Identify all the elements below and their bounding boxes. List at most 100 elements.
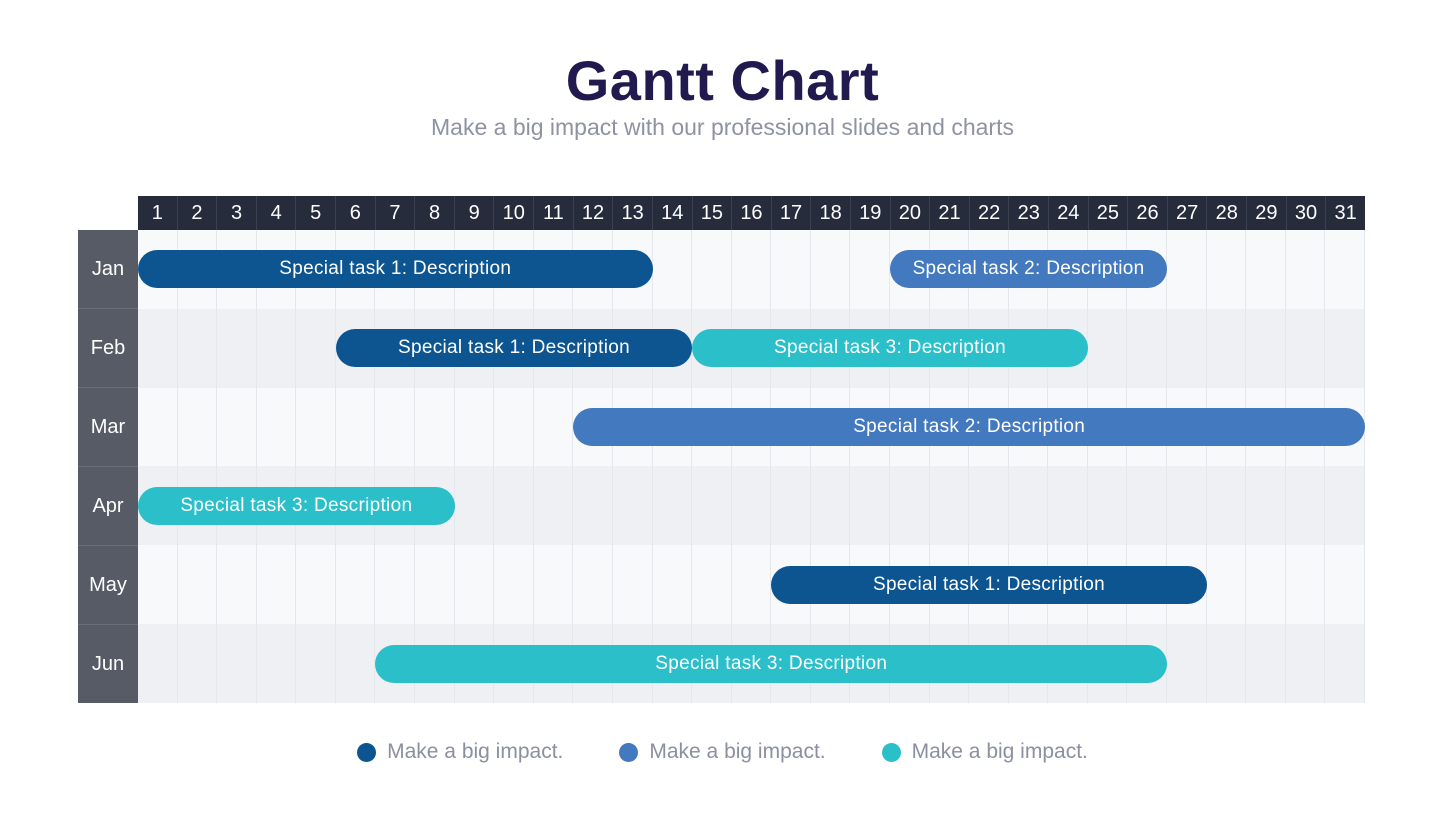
day-header-cell: 26 [1127, 196, 1167, 230]
day-header-cell: 30 [1285, 196, 1326, 230]
day-header-cell: 25 [1087, 196, 1128, 230]
day-header-cell: 17 [770, 196, 811, 230]
grid-cell [1325, 624, 1365, 703]
grid-cell [257, 387, 297, 467]
grid-cell [296, 545, 336, 625]
grid-cell [1286, 466, 1326, 546]
day-header-cell: 6 [335, 196, 375, 230]
legend-item-task2: Make a big impact. [619, 740, 826, 764]
day-header-cell: 20 [889, 196, 930, 230]
day-header-cell: 24 [1048, 196, 1088, 230]
task-bar-task1: Special task 1: Description [138, 250, 653, 289]
grid-cell [1325, 230, 1365, 309]
grid-cell [178, 624, 218, 703]
grid-cell [1246, 230, 1286, 309]
grid-cell [732, 545, 772, 625]
grid-cell [692, 545, 732, 625]
gantt-row-may: Special task 1: Description [138, 545, 1365, 625]
day-header-cell: 21 [929, 196, 969, 230]
day-header-cell: 3 [216, 196, 256, 230]
day-header-row: 1 2 3 4 5 6 7 8 9 10 11 12 13 14 15 16 17 18 19 20 21 22 23 24 2… [138, 196, 1365, 230]
grid-cell [494, 466, 534, 546]
day-header-cell: 7 [374, 196, 415, 230]
legend-dot-icon [357, 742, 377, 762]
gantt-chart: 1 2 3 4 5 6 7 8 9 10 11 12 13 14 15 16 17 18 19 20 21 22 23 24 2… [78, 196, 1365, 703]
grid-cell [850, 230, 890, 309]
grid-cell [771, 230, 811, 309]
day-header-cell: 15 [691, 196, 732, 230]
grid-cell [1167, 466, 1207, 546]
grid-cell [1286, 308, 1326, 388]
gantt-row-mar: Special task 2: Description [138, 387, 1365, 467]
month-label: Apr [78, 466, 138, 545]
grid-cell [1167, 230, 1207, 309]
grid-cell [494, 387, 534, 467]
grid-cell [1167, 308, 1207, 388]
grid-cell [573, 466, 613, 546]
grid-cell [1325, 308, 1365, 388]
grid-cell [1127, 308, 1168, 388]
grid-cell [1207, 466, 1247, 546]
month-label: May [78, 545, 138, 624]
day-header-cell: 1 [151, 201, 163, 224]
grid-cell [415, 387, 455, 467]
month-label: Mar [78, 387, 138, 466]
grid-cell [1088, 466, 1128, 546]
day-header-cell: 22 [968, 196, 1009, 230]
month-label: Jan [91, 257, 125, 280]
grid-cell [613, 545, 653, 625]
grid-cell [375, 387, 416, 467]
grid-cell [494, 545, 534, 625]
legend-item-task3: Make a big impact. [881, 740, 1088, 764]
grid-cell [811, 230, 851, 309]
month-label: Feb [78, 308, 138, 387]
legend-label: Make a big impact. [911, 740, 1088, 763]
grid-cell [930, 466, 970, 546]
grid-cell [296, 308, 336, 388]
gantt-row-feb: Special task 1: Description Special task … [138, 308, 1365, 388]
grid-cell [296, 387, 336, 467]
grid-cell [534, 545, 574, 625]
grid-cell [1286, 545, 1326, 625]
grid-cell [732, 466, 772, 546]
legend-dot-icon [619, 742, 639, 762]
grid-cell [415, 545, 455, 625]
grid-cell [1207, 624, 1247, 703]
day-header-cell: 4 [255, 196, 296, 230]
grid-cell [1246, 545, 1286, 625]
day-header-cell: 11 [533, 196, 573, 230]
grid-cell [1246, 308, 1286, 388]
gantt-row-jun: Special task 3: Description [138, 624, 1365, 703]
grid-cell [455, 545, 495, 625]
grid-cell [850, 466, 890, 546]
grid-cell [1207, 230, 1247, 309]
task-bar-task1: Special task 1: Description [335, 329, 693, 368]
task-bar-task1: Special task 1: Description [771, 565, 1207, 604]
grid-cell [178, 308, 218, 388]
grid-cell [178, 545, 218, 625]
legend-dot-icon [881, 742, 901, 762]
grid-cell [296, 624, 336, 703]
day-header-cell: 12 [572, 196, 613, 230]
grid-cell [1009, 466, 1049, 546]
grid-cell [1207, 545, 1247, 625]
grid-cell [1048, 466, 1088, 546]
grid-cell [1246, 466, 1286, 546]
page-title: Gantt Chart [565, 49, 880, 112]
grid-cell [534, 387, 574, 467]
day-header-cell: 16 [731, 196, 771, 230]
grid-cell [336, 387, 376, 467]
grid-cell [890, 466, 930, 546]
day-header-cell: 27 [1166, 196, 1207, 230]
month-label: Jun [78, 624, 138, 703]
legend: Make a big impact. Make a big impact. Make… [0, 740, 1445, 764]
day-header-cell: 14 [651, 196, 692, 230]
grid-cell [1325, 466, 1365, 546]
grid-cell [138, 624, 178, 703]
grid-cell [1325, 545, 1365, 625]
grid-cell [257, 308, 297, 388]
grid-cell [573, 545, 613, 625]
gantt-grid: Special task 1: Description Special task … [138, 230, 1365, 703]
day-header-cell: 18 [810, 196, 850, 230]
